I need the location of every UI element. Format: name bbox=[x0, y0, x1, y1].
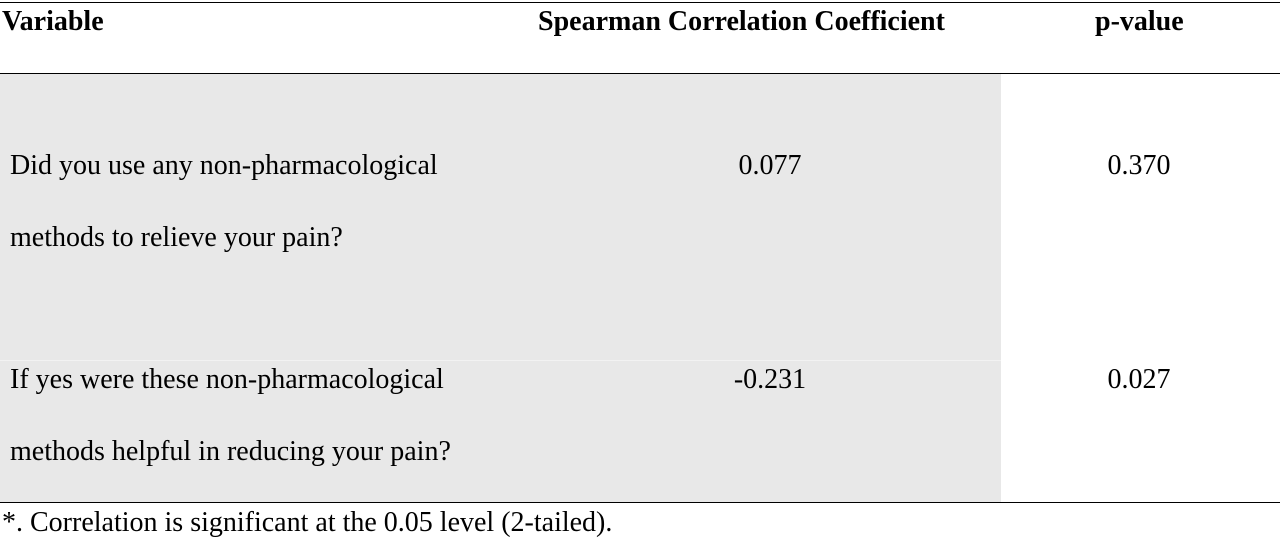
table-top-rule bbox=[0, 2, 1280, 3]
header-spearman-coefficient: Spearman Correlation Coefficient bbox=[538, 6, 945, 37]
table-bottom-rule bbox=[0, 502, 1280, 503]
table-footnote: *. Correlation is significant at the 0.0… bbox=[2, 507, 613, 538]
table-row-1-p-value: 0.370 bbox=[1107, 150, 1171, 181]
row-1-variable-line-2: methods to relieve your pain? bbox=[10, 222, 343, 253]
row-divider bbox=[0, 360, 1001, 361]
table-row-1-spearman: 0.077 bbox=[738, 150, 802, 181]
shaded-variable-coefficient-area bbox=[0, 74, 1001, 502]
header-rule bbox=[0, 73, 1280, 74]
row-2-variable-line-2: methods helpful in reducing your pain? bbox=[10, 436, 451, 467]
header-variable: Variable bbox=[2, 6, 104, 37]
table-row-2-p-value: 0.027 bbox=[1107, 364, 1171, 395]
table-row-2-spearman: -0.231 bbox=[733, 364, 807, 395]
table-row-1-variable: Did you use any non-pharmacological meth… bbox=[10, 130, 590, 274]
header-p-value: p-value bbox=[1095, 6, 1184, 37]
row-2-variable-line-1: If yes were these non-pharmacological bbox=[10, 364, 444, 395]
row-1-variable-line-1: Did you use any non-pharmacological bbox=[10, 150, 438, 181]
table-row-2-variable: If yes were these non-pharmacological me… bbox=[10, 344, 590, 488]
